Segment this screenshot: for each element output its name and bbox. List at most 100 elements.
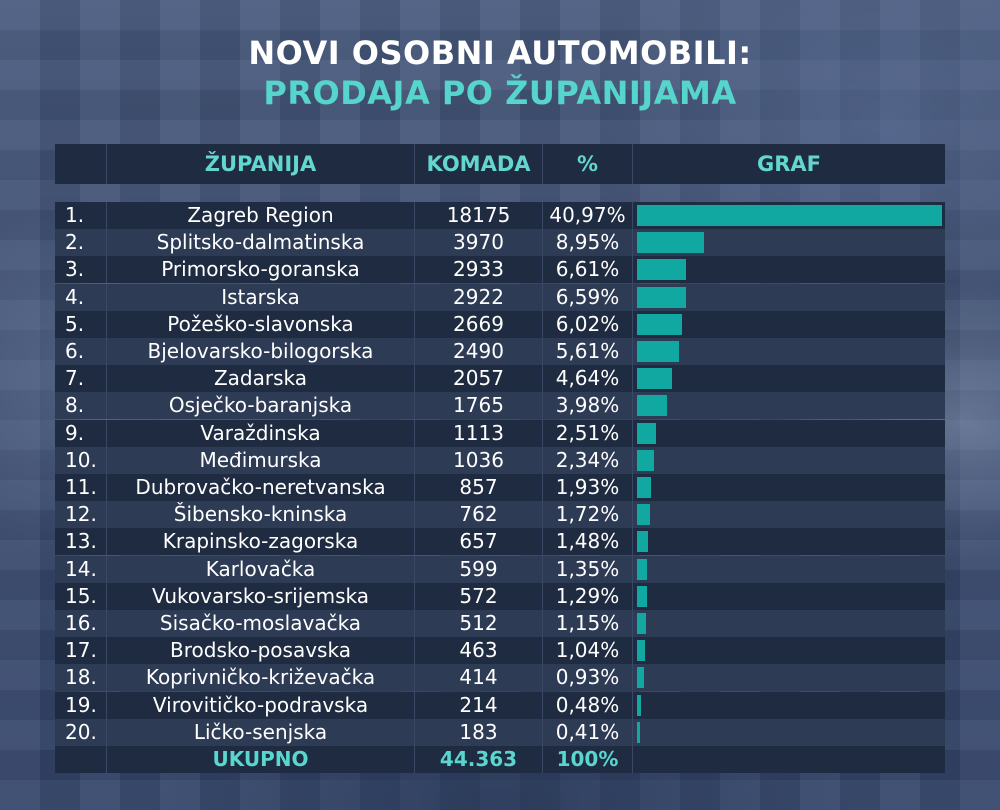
graph-cell (633, 583, 945, 610)
bar (637, 395, 667, 417)
graph-cell (633, 229, 945, 256)
rank-cell: 10. (55, 446, 107, 474)
rank-cell: 12. (55, 501, 107, 529)
bar (637, 558, 648, 580)
rank-cell: 20. (55, 718, 107, 746)
percent-cell: 1,35% (543, 555, 633, 583)
rank-cell: 2. (55, 229, 107, 257)
county-cell: Karlovačka (107, 555, 415, 583)
graph-cell (633, 692, 945, 719)
percent-cell: 1,48% (543, 528, 633, 556)
percent-cell: 1,04% (543, 637, 633, 665)
rank-cell: 11. (55, 474, 107, 501)
county-cell: Virovitičko-podravska (107, 691, 415, 719)
county-cell: Istarska (107, 283, 415, 311)
bar (637, 313, 682, 335)
graph-cell (633, 284, 945, 311)
bar (637, 640, 645, 662)
percent-cell: 6,02% (543, 310, 633, 338)
total-percent: 100% (543, 746, 633, 773)
bar (637, 667, 644, 689)
graph-cell (633, 719, 945, 746)
table-row: 15. Vukovarsko-srijemska 572 1,29% (55, 582, 945, 610)
bar (637, 585, 647, 607)
units-cell: 512 (415, 610, 543, 637)
table-row: 7. Zadarska 2057 4,64% (55, 365, 945, 393)
graph-cell (633, 420, 945, 447)
units-cell: 414 (415, 664, 543, 692)
county-cell: Bjelovarsko-bilogorska (107, 338, 415, 365)
table-row: 16. Sisačko-moslavačka 512 1,15% (55, 610, 945, 637)
bar (637, 477, 652, 498)
percent-cell: 6,61% (543, 256, 633, 284)
graph-cell (633, 392, 945, 419)
county-cell: Zadarska (107, 365, 415, 393)
units-cell: 18175 (415, 202, 543, 229)
county-cell: Osječko-baranjska (107, 392, 415, 420)
county-cell: Krapinsko-zagorska (107, 528, 415, 556)
percent-cell: 1,72% (543, 501, 633, 529)
bar (637, 368, 672, 390)
chart-subtitle: PRODAJA PO ŽUPANIJAMA (263, 74, 737, 112)
graph-cell (633, 637, 945, 664)
percent-cell: 0,93% (543, 664, 633, 692)
table-row: 19. Virovitičko-podravska 214 0,48% (55, 691, 945, 719)
table-row: 1. Zagreb Region 18175 40,97% (55, 202, 945, 229)
graph-cell (633, 664, 945, 691)
header-units: KOMADA (415, 144, 543, 184)
total-rank-cell (55, 746, 107, 773)
bar (637, 341, 679, 362)
table-row: 8. Osječko-baranjska 1765 3,98% (55, 392, 945, 420)
county-cell: Međimurska (107, 446, 415, 474)
county-cell: Ličko-senjska (107, 718, 415, 746)
percent-cell: 6,59% (543, 283, 633, 311)
percent-cell: 40,97% (543, 202, 633, 229)
graph-cell (633, 365, 945, 392)
county-cell: Šibensko-kninska (107, 501, 415, 529)
total-label: UKUPNO (107, 746, 415, 773)
table-row: 20. Ličko-senjska 183 0,41% (55, 718, 945, 746)
rank-cell: 4. (55, 283, 107, 311)
table-row: 17. Brodsko-posavska 463 1,04% (55, 637, 945, 665)
header-rank (55, 144, 107, 184)
units-cell: 3970 (415, 229, 543, 257)
units-cell: 2669 (415, 310, 543, 338)
percent-cell: 2,34% (543, 446, 633, 474)
units-cell: 214 (415, 691, 543, 719)
rank-cell: 15. (55, 582, 107, 610)
table-row: 2. Splitsko-dalmatinska 3970 8,95% (55, 229, 945, 257)
units-cell: 2922 (415, 283, 543, 311)
units-cell: 857 (415, 474, 543, 501)
graph-cell (633, 556, 945, 583)
table-row: 6. Bjelovarsko-bilogorska 2490 5,61% (55, 338, 945, 365)
bar (637, 422, 656, 444)
units-cell: 572 (415, 582, 543, 610)
rank-cell: 16. (55, 610, 107, 637)
units-cell: 762 (415, 501, 543, 529)
graph-cell (633, 474, 945, 501)
graph-cell (633, 311, 945, 338)
graph-cell (633, 501, 945, 528)
units-cell: 599 (415, 555, 543, 583)
county-cell: Sisačko-moslavačka (107, 610, 415, 637)
bar (637, 232, 704, 254)
percent-cell: 1,15% (543, 610, 633, 637)
graph-cell (633, 202, 945, 229)
rank-cell: 3. (55, 256, 107, 284)
units-cell: 183 (415, 718, 543, 746)
rank-cell: 17. (55, 637, 107, 665)
bar (637, 449, 655, 471)
rank-cell: 13. (55, 528, 107, 556)
units-cell: 1765 (415, 392, 543, 420)
bar (637, 504, 650, 526)
percent-cell: 1,29% (543, 582, 633, 610)
county-cell: Dubrovačko-neretvanska (107, 474, 415, 501)
rank-cell: 6. (55, 338, 107, 365)
graph-cell (633, 528, 945, 555)
header-percent: % (543, 144, 633, 184)
table-row: 10. Međimurska 1036 2,34% (55, 446, 945, 474)
chart-title: NOVI OSOBNI AUTOMOBILI: (248, 34, 752, 72)
bar (637, 613, 646, 634)
county-cell: Zagreb Region (107, 202, 415, 229)
units-cell: 2057 (415, 365, 543, 393)
